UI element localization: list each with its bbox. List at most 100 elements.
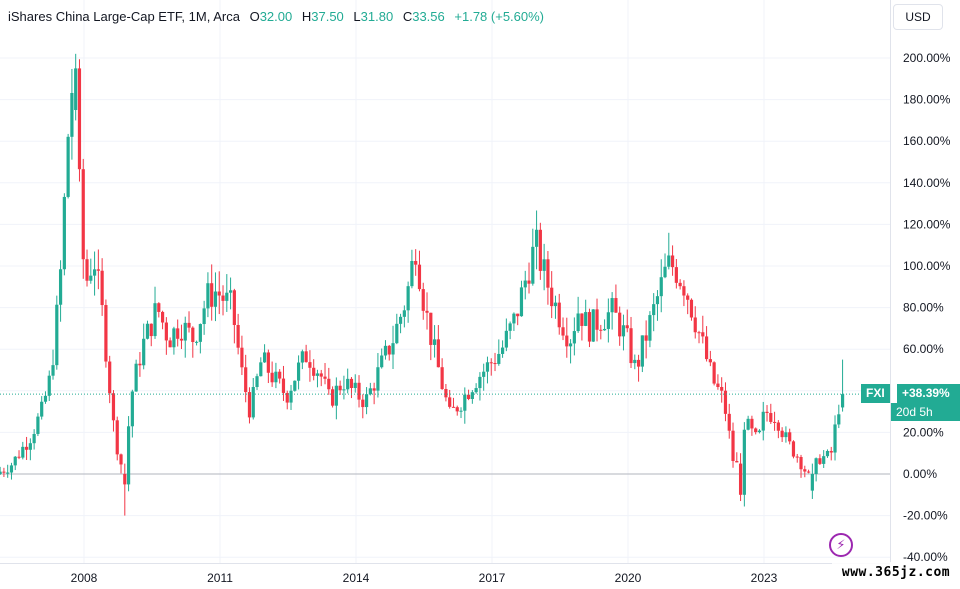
candle-body	[602, 328, 607, 331]
candle-body	[731, 430, 735, 461]
candle-body	[361, 399, 365, 408]
candle	[659, 259, 663, 313]
candle-body	[349, 378, 354, 388]
candle-body	[21, 446, 25, 458]
candle	[618, 306, 622, 346]
candle-body	[176, 328, 180, 339]
candle	[440, 358, 444, 390]
candle-body	[202, 308, 206, 325]
candle-body	[32, 433, 36, 444]
candle	[353, 374, 357, 393]
candle-body	[761, 411, 765, 431]
candle	[414, 249, 418, 276]
candle-body	[833, 424, 837, 453]
candle-body	[225, 292, 229, 301]
candle	[444, 383, 448, 402]
candle	[179, 324, 184, 349]
candle	[85, 249, 89, 287]
candle-body	[77, 68, 82, 170]
candle-body	[308, 362, 312, 368]
candle-body	[319, 373, 323, 377]
candle-body	[512, 313, 516, 324]
candle-body	[119, 454, 123, 465]
candle	[338, 380, 342, 395]
candle	[459, 407, 463, 419]
candle-body	[62, 196, 66, 270]
candle	[138, 352, 142, 377]
candle	[466, 389, 471, 401]
candle	[652, 293, 656, 332]
lightning-icon[interactable]: ⚡	[829, 533, 853, 557]
candle-body	[255, 376, 259, 388]
candle	[81, 158, 85, 279]
candle	[262, 344, 267, 363]
candle	[153, 286, 157, 339]
candle-body	[776, 422, 780, 431]
candle-body	[591, 309, 595, 342]
currency-button[interactable]: USD	[893, 4, 943, 30]
candle	[704, 326, 709, 362]
candle-body	[663, 266, 667, 278]
candle-body	[342, 389, 346, 391]
candle-body	[478, 376, 482, 389]
candle-body	[236, 325, 240, 348]
candle	[115, 416, 119, 461]
candle-body	[625, 325, 629, 329]
candle-body	[534, 229, 539, 247]
candle	[655, 290, 660, 321]
candle-body	[372, 388, 376, 391]
legend-title: iShares China Large-Cap ETF, 1M, Arca	[8, 9, 240, 24]
candle-body	[682, 286, 686, 296]
candle	[417, 250, 422, 292]
candle-body	[13, 456, 17, 466]
y-tick-label: 120.00%	[903, 217, 951, 231]
candle	[270, 361, 274, 387]
candle	[149, 323, 153, 347]
candle	[629, 316, 633, 369]
candle	[580, 313, 584, 341]
candle	[51, 349, 55, 380]
candle	[803, 465, 807, 478]
candle-body	[806, 471, 811, 473]
candle-body	[455, 407, 459, 412]
candle-body	[659, 277, 663, 297]
candle	[701, 315, 705, 344]
candle	[780, 427, 784, 443]
candle	[746, 415, 750, 431]
candle	[142, 323, 146, 370]
candle-body	[108, 361, 112, 394]
candle-body	[425, 310, 429, 313]
candle	[308, 350, 312, 382]
candle-body	[278, 371, 282, 379]
candle-body	[568, 343, 573, 347]
time-axis[interactable]: 2008 2011 2014 2017 2020 2023	[71, 571, 778, 585]
candle	[304, 344, 308, 363]
candle-body	[670, 255, 675, 268]
candle-body	[633, 359, 637, 364]
candle-body	[251, 387, 255, 418]
candle-body	[421, 289, 425, 311]
candle-body	[693, 317, 697, 333]
candle	[716, 374, 720, 390]
candle	[383, 340, 388, 360]
candle-body	[406, 286, 410, 311]
candle	[74, 53, 78, 121]
candle	[176, 319, 180, 347]
candle	[576, 296, 580, 333]
candle	[474, 383, 478, 394]
price-axis[interactable]: 200.00% 180.00% 160.00% 140.00% 120.00% 100.0…	[903, 51, 951, 564]
candle	[674, 258, 678, 289]
candle-body	[92, 269, 97, 276]
candle-body	[213, 291, 218, 307]
candle	[565, 317, 569, 358]
candle-body	[546, 259, 550, 288]
candle-body	[380, 355, 384, 368]
candle-body	[723, 390, 728, 414]
candle	[663, 253, 667, 279]
candle-body	[708, 359, 712, 363]
candle-body	[183, 322, 187, 341]
candle-body	[153, 303, 157, 337]
candle	[228, 277, 233, 310]
candle-body	[281, 378, 286, 393]
